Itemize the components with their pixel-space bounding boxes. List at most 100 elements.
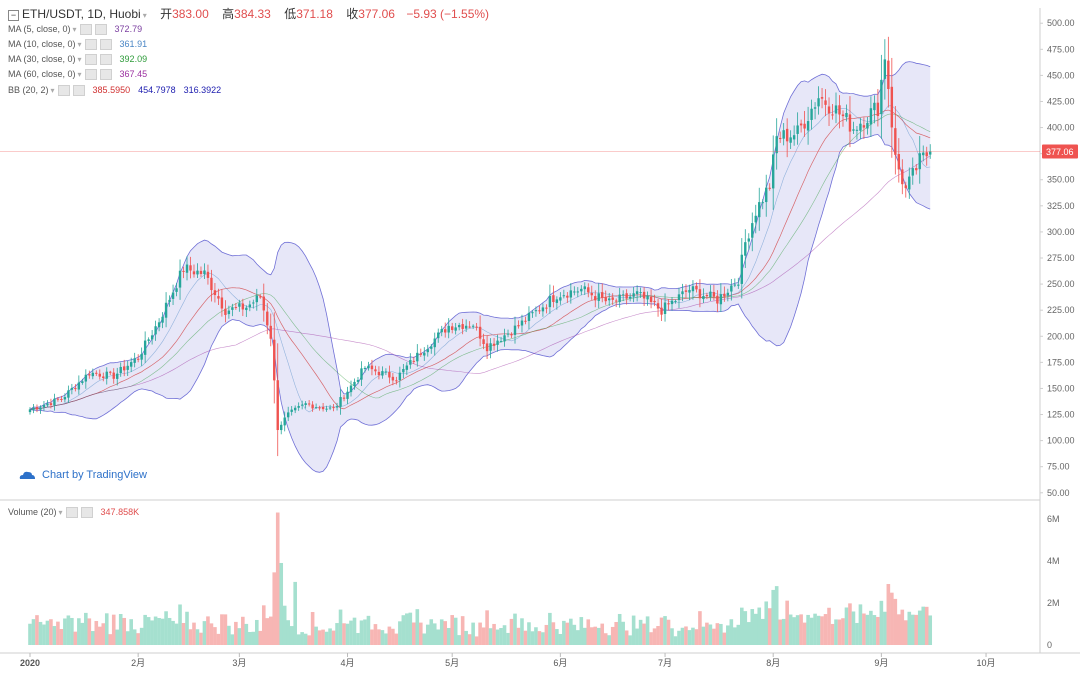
chevron-down-icon[interactable]: ▾ [142,11,147,20]
volume-bar [342,623,346,645]
close-icon[interactable] [80,507,93,519]
legend-ma10[interactable]: MA (10, close, 0) ▾ 361.91 [8,39,147,51]
volume-tick-label: 0 [1047,640,1052,650]
volume-bar [422,633,427,645]
candle-body [848,114,852,132]
chevron-down-icon[interactable]: ▾ [77,55,82,64]
symbol-title[interactable]: ETH/USDT, 1D, Huobi [22,7,141,21]
volume-bar [893,598,898,645]
volume-bar [160,618,165,645]
volume-bar [572,624,577,645]
volume-bar [921,606,926,645]
volume-bar [192,622,196,645]
volume-bar [118,613,123,645]
legend-ma5[interactable]: MA (5, close, 0) ▾ 372.79 [8,24,142,36]
candle-body [384,371,388,373]
volume-bar [694,629,699,645]
time-tick-label: 2月 [131,658,145,668]
collapse-icon[interactable]: − [8,10,19,21]
candle-body [377,371,381,376]
candle-body [740,254,743,284]
time-tick-label: 9月 [874,658,888,668]
candle-body [102,376,105,379]
candle-body [454,327,457,331]
price-tick-label: 150.00 [1047,383,1075,393]
volume-bar [356,633,360,645]
candle-body [503,335,506,342]
settings-icon[interactable] [79,24,92,36]
close-icon[interactable] [99,69,112,81]
candle-body [817,98,820,107]
volume-bar [656,626,660,645]
close-icon[interactable] [94,24,107,36]
chevron-down-icon[interactable]: ▾ [77,40,82,49]
volume-bar [816,615,821,645]
settings-icon[interactable] [84,54,97,66]
price-tick-label: 250.00 [1047,279,1075,289]
volume-bar [31,619,36,645]
tradingview-watermark[interactable]: Chart by TradingView [18,469,147,481]
candle-body [129,362,133,367]
settings-icon[interactable] [57,85,70,97]
settings-icon[interactable] [84,69,97,81]
candle-body [611,297,614,300]
candle-body [834,105,838,114]
volume-bar [310,612,315,645]
legend-ma30[interactable]: MA (30, close, 0) ▾ 392.09 [8,54,147,66]
candle-body [695,285,698,290]
volume-bar [485,610,489,645]
volume-bar [387,626,392,645]
candle-body [639,292,642,294]
candle-body [569,290,573,298]
volume-bar [652,628,657,645]
candle-body [220,297,224,309]
settings-icon[interactable] [84,39,97,51]
price-tick-label: 350.00 [1047,175,1075,185]
close-icon[interactable] [72,85,85,97]
candle-body [328,407,332,409]
volume-bar [296,634,301,645]
candle-body [147,339,150,341]
settings-icon[interactable] [65,507,78,519]
candle-body [869,108,873,125]
volume-bar [164,611,168,645]
close-icon[interactable] [99,54,112,66]
volume-bar [70,617,74,645]
legend-volume[interactable]: Volume (20) ▾ 347.858K [8,507,139,519]
legend-ma60[interactable]: MA (60, close, 0) ▾ 367.45 [8,69,148,81]
candle-body [726,292,730,296]
volume-bar [331,630,336,645]
candle-body [266,311,269,326]
volume-bar [42,624,46,645]
candle-body [224,308,227,315]
volume-bar [624,630,629,645]
chevron-down-icon[interactable]: ▾ [72,25,77,34]
volume-bar [415,609,420,645]
legend-bb[interactable]: BB (20, 2) ▾ 385.5950 454.7978 316.3922 [8,85,221,97]
candle-body [227,310,231,315]
chevron-down-icon[interactable]: ▾ [58,508,63,517]
volume-bar [757,607,762,645]
candle-body [712,292,716,297]
volume-bar [862,613,866,645]
chevron-down-icon[interactable]: ▾ [77,70,82,79]
volume-bar [844,607,849,645]
legend-value: 367.45 [119,69,148,79]
volume-bar [851,611,856,645]
candle-body [307,403,311,405]
candle-body [737,284,740,286]
volume-bar [73,631,78,645]
candle-body [775,136,778,154]
volume-bar [366,615,371,645]
volume-bar [401,615,406,645]
volume-bar [530,631,535,645]
volume-bar [743,611,748,645]
close-icon[interactable] [99,39,112,51]
chevron-down-icon[interactable]: ▾ [50,86,55,95]
candle-body [370,365,374,370]
volume-bar [446,627,451,645]
candle-body [527,312,531,322]
candle-body [691,286,695,292]
volume-bar [544,624,549,645]
